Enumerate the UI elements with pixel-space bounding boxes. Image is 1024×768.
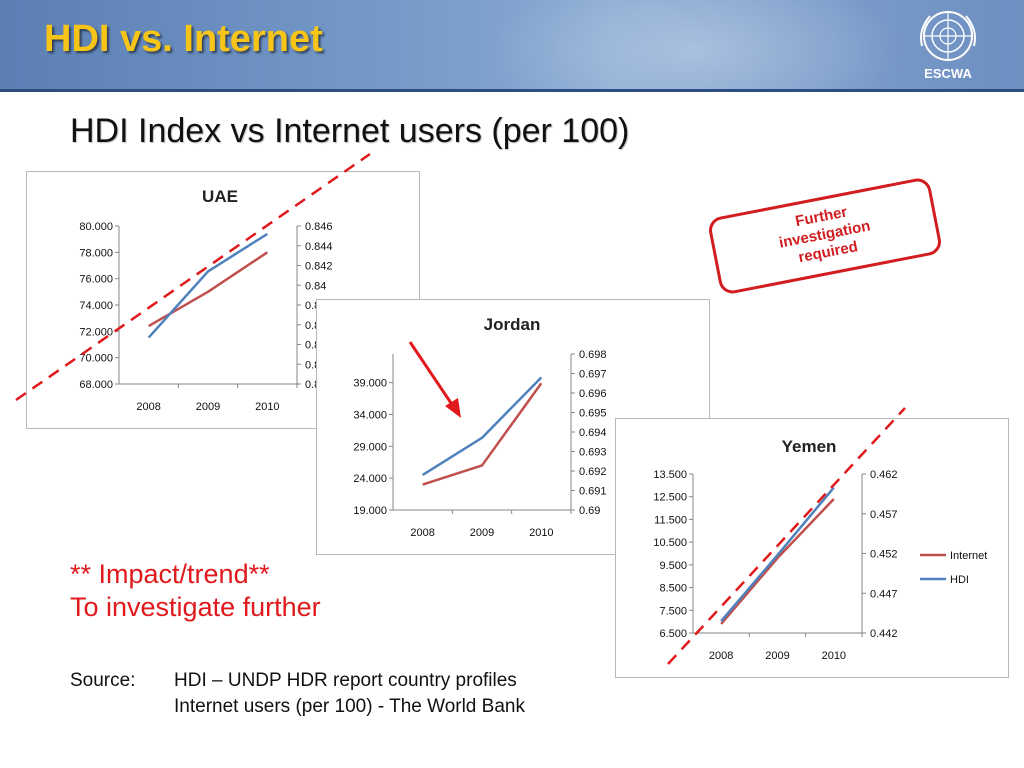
right-tick-label: 0.697	[579, 369, 607, 381]
yemen-chart: Yemen 6.500 7.500 8.500 9.500 10.500 11.500 12.…	[653, 437, 987, 662]
x-tick-label: 2009	[196, 401, 220, 413]
x-tick-label: 2008	[410, 527, 434, 539]
left-tick-label: 24.000	[353, 473, 387, 485]
right-tick-label: 0.457	[870, 509, 898, 521]
callout-text: Further investigation required	[712, 188, 938, 283]
legend-label-hdi: HDI	[950, 574, 969, 586]
uae-hdi-series-line	[147, 232, 269, 339]
left-tick-label: 6.500	[659, 628, 687, 640]
x-tick-label: 2010	[255, 401, 279, 413]
left-tick-label: 12.500	[653, 492, 687, 504]
yemen-internet-series-line	[720, 498, 835, 625]
left-tick-label: 29.000	[353, 441, 387, 453]
right-tick-label: 0.842	[305, 261, 333, 273]
uae-internet-series-line	[148, 251, 269, 328]
right-tick-label: 0.692	[579, 466, 607, 478]
impact-note: ** Impact/trend** To investigate further	[70, 558, 321, 624]
slide-subtitle: HDI Index vs Internet users (per 100)	[70, 112, 630, 150]
right-tick-label: 0.84	[305, 280, 326, 292]
left-tick-label: 70.000	[79, 353, 113, 365]
uae-chart-title: UAE	[202, 187, 238, 206]
left-tick-label: 9.500	[659, 560, 687, 572]
further-investigation-callout: Further investigation required	[706, 176, 944, 296]
header-globe-glow	[484, 0, 904, 92]
jordan-internet-series-line	[422, 382, 543, 486]
un-emblem-icon	[920, 11, 976, 61]
impact-line-2: To investigate further	[70, 592, 321, 622]
jordan-chart: Jordan 19.000 24.000 29.000 34.000 39.000 0.69…	[353, 315, 607, 539]
right-tick-label: 0.698	[579, 349, 607, 361]
right-tick-label: 0.442	[870, 628, 898, 640]
x-tick-label: 2010	[529, 527, 553, 539]
left-tick-label: 10.500	[653, 537, 687, 549]
yemen-chart-title: Yemen	[782, 437, 837, 456]
left-tick-label: 74.000	[79, 300, 113, 312]
right-tick-label: 0.696	[579, 388, 607, 400]
chart-panel-yemen: Yemen 6.500 7.500 8.500 9.500 10.500 11.500 12.…	[615, 418, 1009, 678]
right-tick-label: 0.69	[579, 505, 600, 517]
left-tick-label: 11.500	[654, 514, 687, 526]
left-tick-label: 8.500	[659, 583, 687, 595]
left-tick-label: 76.000	[79, 274, 113, 286]
right-tick-label: 0.844	[305, 241, 333, 253]
x-tick-label: 2009	[470, 527, 494, 539]
left-tick-label: 19.000	[353, 505, 387, 517]
left-tick-label: 72.000	[79, 326, 113, 338]
left-tick-label: 13.500	[653, 469, 687, 481]
left-tick-label: 68.000	[79, 379, 113, 391]
legend-label-internet: Internet	[950, 550, 987, 562]
left-tick-label: 7.500	[659, 605, 687, 617]
x-tick-label: 2009	[765, 650, 789, 662]
header-banner: HDI vs. Internet ESCWA	[0, 0, 1024, 92]
source-label: Source:	[70, 670, 136, 691]
right-tick-label: 0.695	[579, 408, 607, 420]
left-tick-label: 78.000	[79, 247, 113, 259]
jordan-chart-title: Jordan	[484, 315, 541, 334]
x-tick-label: 2008	[136, 401, 160, 413]
source-line-hdi: HDI – UNDP HDR report country profiles	[174, 670, 517, 691]
source-line-internet: Internet users (per 100) - The World Ban…	[174, 696, 525, 717]
x-tick-label: 2010	[822, 650, 846, 662]
impact-line-1: ** Impact/trend**	[70, 559, 270, 589]
left-tick-label: 39.000	[353, 378, 387, 390]
yemen-hdi-series-line	[720, 486, 835, 622]
right-tick-label: 0.447	[870, 588, 898, 600]
header-rule	[0, 89, 1024, 92]
right-tick-label: 0.846	[305, 221, 333, 233]
left-tick-label: 80.000	[79, 221, 113, 233]
right-tick-label: 0.691	[579, 486, 607, 498]
slide-title: HDI vs. Internet	[44, 18, 323, 60]
right-tick-label: 0.462	[870, 469, 898, 481]
right-tick-label: 0.693	[579, 447, 607, 459]
jordan-hdi-series-line	[422, 376, 543, 476]
escwa-logo: ESCWA	[908, 6, 988, 88]
logo-label: ESCWA	[924, 66, 972, 81]
x-tick-label: 2008	[709, 650, 733, 662]
right-tick-label: 0.694	[579, 427, 607, 439]
left-tick-label: 34.000	[353, 409, 387, 421]
right-tick-label: 0.452	[870, 549, 898, 561]
